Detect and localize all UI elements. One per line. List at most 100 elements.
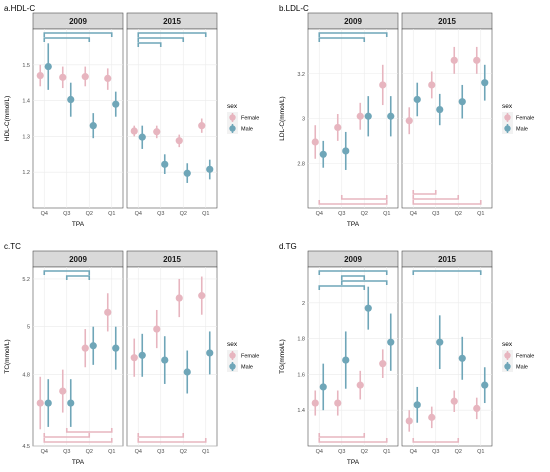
- significance-bracket: [137, 42, 162, 47]
- data-point: [104, 308, 112, 316]
- x-tick-label: Q4: [41, 449, 48, 455]
- data-point: [450, 56, 458, 64]
- x-tick-label: Q2: [361, 211, 368, 217]
- significance-bracket: [318, 32, 388, 37]
- x-tick-label: Q1: [108, 449, 115, 455]
- x-tick-label: Q1: [108, 211, 115, 217]
- legend-label: Female: [241, 116, 259, 122]
- legend-label: Female: [516, 116, 534, 122]
- data-point: [44, 62, 52, 71]
- data-point: [436, 105, 444, 114]
- x-tick-label: Q4: [316, 449, 323, 455]
- data-point: [473, 404, 481, 413]
- data-point: [481, 79, 489, 87]
- data-point: [81, 73, 89, 81]
- data-point: [428, 413, 436, 421]
- y-tick-label: 1.4: [297, 408, 305, 414]
- data-point: [67, 95, 75, 104]
- data-point: [198, 292, 206, 300]
- data-point: [67, 399, 75, 407]
- data-point: [138, 351, 146, 359]
- x-tick-label: Q1: [383, 211, 390, 217]
- significance-bracket: [412, 270, 482, 275]
- data-point: [428, 81, 436, 89]
- data-point: [175, 294, 183, 302]
- chart-title: b.LDL-C: [279, 4, 309, 13]
- data-point: [473, 56, 481, 64]
- data-point: [81, 344, 89, 352]
- data-point: [458, 354, 466, 362]
- significance-bracket: [43, 32, 113, 37]
- data-point: [379, 360, 387, 368]
- y-axis-label: TG(mmol/L): [279, 339, 286, 374]
- y-tick-label: 1.3: [22, 134, 30, 140]
- data-point: [153, 128, 161, 136]
- x-tick-label: Q3: [338, 211, 345, 217]
- x-axis-label: TPA: [72, 459, 85, 466]
- legend-label: Female: [241, 354, 259, 360]
- x-tick-label: Q3: [432, 211, 439, 217]
- data-point: [198, 122, 206, 130]
- data-point: [36, 71, 44, 80]
- data-point: [206, 349, 214, 357]
- data-point: [413, 95, 421, 104]
- data-point: [153, 325, 161, 333]
- data-point: [89, 342, 97, 350]
- data-point: [319, 383, 327, 391]
- data-point: [405, 417, 413, 425]
- x-tick-label: Q4: [410, 211, 417, 217]
- x-tick-label: Q2: [86, 211, 93, 217]
- chart-0: a.HDL-C HDL-C(mmol/L) 1.2 1.3 1.4 1.5 2009 Q4 Q3…: [4, 4, 259, 228]
- x-tick-label: Q1: [477, 449, 484, 455]
- data-point: [183, 169, 191, 177]
- data-point: [175, 137, 183, 145]
- x-tick-label: Q2: [455, 449, 462, 455]
- x-tick-label: Q3: [338, 449, 345, 455]
- data-point: [413, 401, 421, 409]
- data-point: [138, 133, 146, 141]
- significance-bracket: [65, 428, 113, 433]
- data-point: [59, 73, 67, 81]
- y-tick-label: 4.5: [22, 444, 30, 450]
- data-point: [334, 399, 342, 407]
- legend-title: sex: [227, 341, 238, 348]
- x-tick-label: Q4: [135, 211, 142, 217]
- significance-bracket: [137, 37, 185, 42]
- data-point: [112, 344, 120, 352]
- legend-key-point: [504, 114, 511, 121]
- significance-bracket: [412, 438, 460, 443]
- significance-bracket: [137, 433, 185, 438]
- facet-label: 2009: [344, 17, 362, 26]
- facet-label: 2015: [163, 17, 181, 26]
- y-tick-label: 1.8: [297, 337, 305, 343]
- data-point: [161, 356, 169, 364]
- significance-bracket: [318, 200, 388, 205]
- chart-title: c.TC: [4, 242, 21, 251]
- x-tick-label: Q2: [455, 211, 462, 217]
- x-tick-label: Q4: [410, 449, 417, 455]
- legend-key-point: [229, 352, 236, 359]
- data-point: [364, 304, 372, 312]
- significance-bracket: [412, 200, 482, 205]
- x-axis-label: TPA: [72, 221, 85, 228]
- significance-bracket: [318, 285, 366, 290]
- legend-key-point: [229, 363, 236, 370]
- legend-title: sex: [502, 341, 513, 348]
- significance-bracket: [43, 270, 91, 275]
- y-tick-label: 3.2: [297, 72, 305, 78]
- data-point: [481, 381, 489, 389]
- significance-bracket: [43, 433, 91, 438]
- x-axis-label: TPA: [347, 221, 360, 228]
- data-point: [458, 98, 466, 106]
- y-tick-label: 2.8: [297, 161, 305, 167]
- legend-label: Male: [241, 127, 253, 133]
- significance-bracket: [137, 438, 207, 443]
- data-point: [342, 356, 350, 364]
- data-point: [342, 147, 350, 155]
- x-tick-label: Q3: [63, 211, 70, 217]
- significance-bracket: [340, 280, 388, 285]
- facet-label: 2015: [163, 255, 181, 264]
- legend-key-point: [504, 125, 511, 132]
- y-tick-label: 1.5: [22, 63, 30, 69]
- chart-3: d.TG TG(mmol/L) 1.4 1.6 1.8 2 2009 Q4 Q3 Q2 Q1 2015…: [279, 242, 534, 466]
